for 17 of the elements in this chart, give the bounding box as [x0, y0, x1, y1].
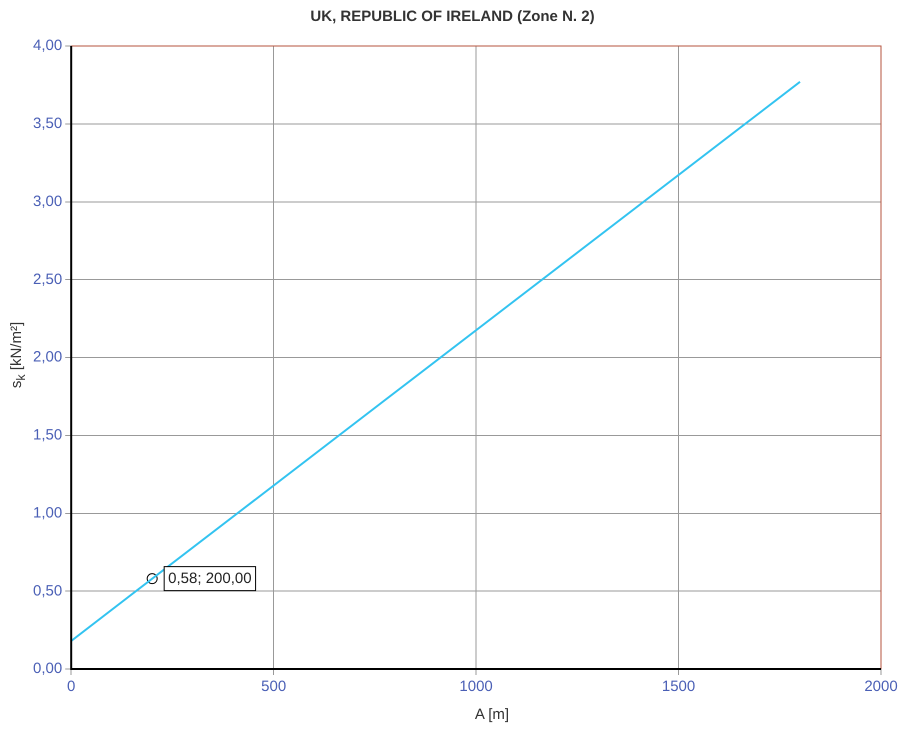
- x-axis-title: A [m]: [474, 706, 510, 723]
- y-tick-label: 1,50: [32, 426, 62, 444]
- y-tick-label: 3,00: [32, 192, 62, 210]
- y-tick-label: 2,50: [32, 270, 62, 288]
- y-tick-label: 3,50: [32, 115, 62, 132]
- annotation: 0,58; 200,00: [168, 570, 252, 587]
- y-tick-label: 2,00: [32, 348, 62, 366]
- x-tick-label: 0: [67, 678, 76, 696]
- x-tick-label: 500: [261, 678, 286, 696]
- y-tick-label: 1,00: [32, 504, 62, 522]
- x-tick-label: 2000: [864, 678, 898, 696]
- y-tick-label: 0,50: [32, 582, 62, 600]
- x-tick-label: 1000: [459, 678, 493, 696]
- x-tick-label: 1500: [662, 678, 696, 696]
- y-tick-label: 4,00: [32, 37, 62, 54]
- y-tick-label: 0,00: [32, 660, 62, 678]
- chart-title: UK, REPUBLIC OF IRELAND (Zone N. 2): [309, 8, 596, 25]
